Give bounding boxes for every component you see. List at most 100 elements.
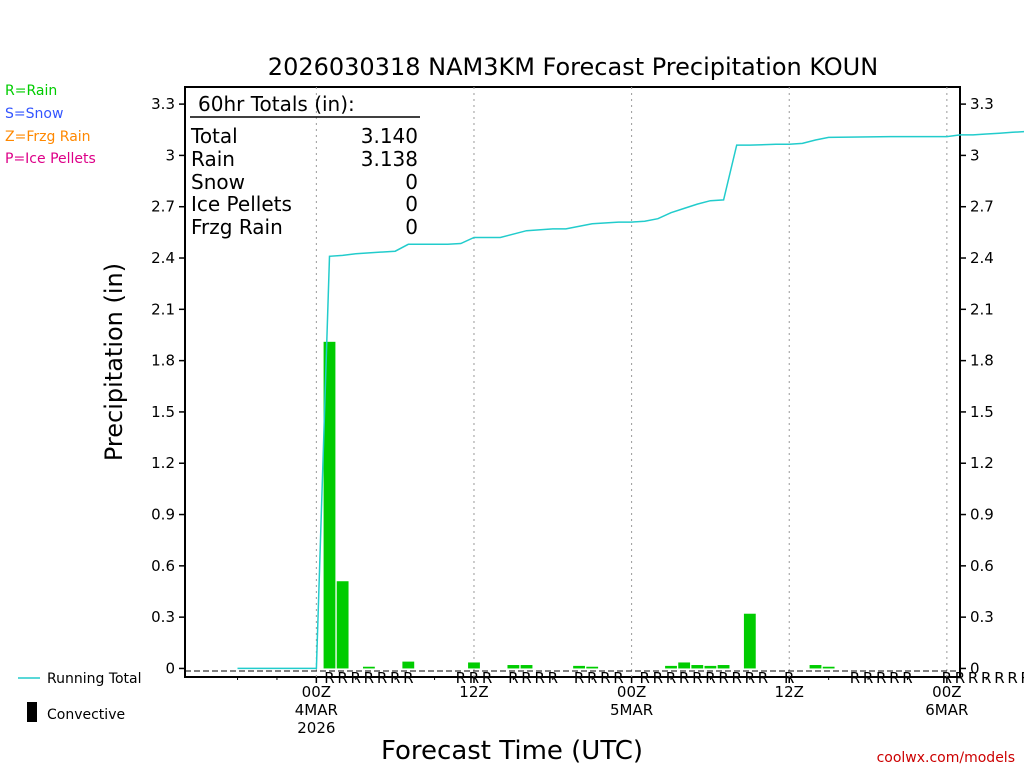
precip-type-letter: R (1007, 669, 1017, 687)
precip-bar (691, 665, 704, 669)
totals-label-ice-pellets: Ice Pellets (191, 192, 292, 216)
precip-bar (809, 665, 822, 669)
precip-type-letter: R (521, 669, 531, 687)
precip-type-legend: R=Rain S=Snow Z=Frzg Rain P=Ice Pellets (5, 83, 96, 167)
totals-header: 60hr Totals (in): (198, 92, 355, 116)
precip-bar (586, 666, 599, 669)
y-tick-label-right: 1.8 (970, 352, 994, 370)
precip-type-letter: R (324, 669, 334, 687)
x-tick-label: 00Z (617, 683, 646, 701)
precip-type-letter: R (784, 669, 794, 687)
y-tick-label-left: 3 (165, 146, 175, 164)
y-tick-label-left: 2.4 (151, 249, 175, 267)
y-tick-label-right: 0.6 (970, 557, 994, 575)
totals-box: 60hr Totals (in): Total 3.140 Rain 3.138… (190, 92, 420, 239)
precip-bar (507, 665, 520, 669)
x-tick-label: 2026 (297, 719, 335, 737)
y-axis-label: Precipitation (in) (100, 263, 128, 461)
precip-type-letter: R (745, 669, 755, 687)
precip-type-letter: R (534, 669, 544, 687)
precip-type-letter: R (1020, 669, 1024, 687)
precip-bar (520, 665, 533, 669)
y-tick-label-left: 1.8 (151, 352, 175, 370)
precip-type-letter: R (902, 669, 912, 687)
totals-label-rain: Rain (191, 147, 235, 171)
convective-legend-label: Convective (47, 707, 125, 723)
y-tick-label-right: 3.3 (970, 95, 994, 113)
y-tick-label-right: 3 (970, 146, 980, 164)
y-tick-label-right: 2.1 (970, 300, 994, 318)
totals-value-total: 3.140 (361, 124, 418, 148)
y-tick-label-right: 0.9 (970, 506, 994, 524)
precip-bar (743, 613, 756, 669)
x-axis-label: Forecast Time (UTC) (381, 736, 643, 766)
totals-label-total: Total (190, 124, 238, 148)
y-tick-label-right: 2.4 (970, 249, 994, 267)
x-tick-label: 5MAR (610, 701, 653, 719)
precip-type-letter: R (876, 669, 886, 687)
y-tick-label-left: 1.2 (151, 454, 175, 472)
legend-ice-pellets: P=Ice Pellets (5, 151, 96, 167)
precip-type-letter: R (548, 669, 558, 687)
y-tick-label-left: 0 (165, 659, 175, 677)
x-tick-label: 00Z (932, 683, 961, 701)
precip-bar (665, 665, 677, 669)
y-tick-label-right: 1.2 (970, 454, 994, 472)
brand-link[interactable]: coolwx.com/models (877, 750, 1015, 766)
precip-type-letter: R (718, 669, 728, 687)
precip-type-letter: R (469, 669, 479, 687)
y-tick-label-left: 1.5 (151, 403, 175, 421)
legend-snow: S=Snow (5, 106, 63, 122)
precip-type-letter: R (508, 669, 518, 687)
precip-type-letter: R (482, 669, 492, 687)
precip-type-letter: R (731, 669, 741, 687)
totals-value-frzg-rain: 0 (405, 215, 418, 239)
precip-type-letter: R (994, 669, 1004, 687)
precip-bar (402, 661, 415, 669)
precip-type-letter: R (587, 669, 597, 687)
precip-type-letter: R (456, 669, 466, 687)
chart-title: 2026030318 NAM3KM Forecast Precipitation… (268, 53, 878, 81)
precip-type-letter: R (666, 669, 676, 687)
legend-frzg-rain: Z=Frzg Rain (5, 129, 91, 145)
convective-swatch (27, 702, 37, 722)
precip-type-letter: R (679, 669, 689, 687)
plot-frame (184, 86, 961, 678)
precip-type-letter: R (705, 669, 715, 687)
legend-rain: R=Rain (5, 83, 57, 99)
precip-type-letter: R (889, 669, 899, 687)
y-tick-label-right: 0 (970, 659, 980, 677)
y-tick-label-left: 3.3 (151, 95, 175, 113)
precip-type-letter: R (337, 669, 347, 687)
precip-type-letter: R (758, 669, 768, 687)
y-tick-label-left: 0.6 (151, 557, 175, 575)
precip-type-letter: R (955, 669, 965, 687)
precip-type-letter: R (574, 669, 584, 687)
precip-bar (822, 666, 835, 669)
totals-value-snow: 0 (405, 170, 418, 194)
y-tick-label-left: 2.1 (151, 300, 175, 318)
precip-bars (323, 341, 835, 669)
y-tick-label-right: 2.7 (970, 198, 994, 216)
precip-type-letter: R (850, 669, 860, 687)
x-tick-label: 12Z (775, 683, 804, 701)
totals-label-snow: Snow (191, 170, 245, 194)
totals-label-frzg-rain: Frzg Rain (191, 215, 283, 239)
precip-type-letter: R (351, 669, 361, 687)
precip-bar (362, 666, 375, 669)
precip-bar (573, 665, 585, 669)
y-tick-label-right: 0.3 (970, 608, 994, 626)
precip-bar (717, 665, 730, 669)
running-total-legend-label: Running Total (47, 671, 142, 687)
precip-type-letter: R (942, 669, 952, 687)
x-gridlines (315, 87, 948, 677)
precip-type-letter: R (600, 669, 610, 687)
precip-type-letter: R (968, 669, 978, 687)
precip-bar (468, 662, 480, 669)
y-tick-label-right: 1.5 (970, 403, 994, 421)
precip-type-letter: R (403, 669, 413, 687)
precip-type-letter: R (640, 669, 650, 687)
precip-type-letter: R (377, 669, 387, 687)
